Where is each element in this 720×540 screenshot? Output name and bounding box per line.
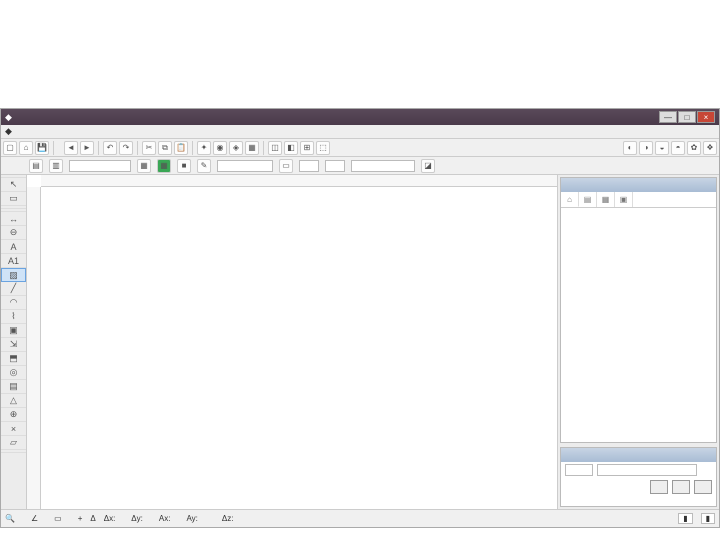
drawing-area[interactable] — [41, 187, 557, 509]
elev-tool-icon[interactable]: ⬒ — [1, 352, 26, 366]
tool-g-icon[interactable]: ⊞ — [300, 141, 314, 155]
line-tool-icon[interactable]: ╱ — [1, 282, 26, 296]
redo-icon[interactable]: ↷ — [119, 141, 133, 155]
status-dx-label: Δx: — [104, 514, 116, 523]
status-scale-icon: ▭ — [54, 514, 62, 523]
tool-r1-icon[interactable]: ◐ — [623, 141, 637, 155]
props-name-field[interactable] — [597, 464, 697, 476]
nav-tab-view-icon[interactable]: ▤ — [579, 192, 597, 207]
fill-combo[interactable] — [217, 160, 273, 172]
polyline-tool-icon[interactable]: ⌇ — [1, 310, 26, 324]
tool-e-icon[interactable]: ◫ — [268, 141, 282, 155]
menubar: ◆ — [1, 125, 719, 139]
props-title — [561, 448, 716, 462]
marquee-tool-icon[interactable]: ▭ — [1, 192, 26, 206]
status-coord-plus[interactable]: + — [78, 514, 83, 523]
open-icon[interactable]: ⌂ — [19, 141, 33, 155]
nav-tab-project-icon[interactable]: ⌂ — [561, 192, 579, 207]
status-mem2: ▮ — [701, 513, 715, 524]
right-panel: ⌂ ▤ ▦ ▣ — [557, 175, 719, 509]
tool-r4-icon[interactable]: ◓ — [671, 141, 685, 155]
info-pen-icon[interactable]: ✎ — [197, 159, 211, 173]
arrow-tool-icon[interactable]: ↖ — [1, 178, 26, 192]
nav-tab-pub-icon[interactable]: ▣ — [615, 192, 633, 207]
status-angle-icon: ∠ — [31, 514, 38, 523]
grid-tool-icon[interactable]: ⊕ — [1, 408, 26, 422]
close-button[interactable]: × — [697, 111, 715, 123]
tool-h-icon[interactable]: ⬚ — [316, 141, 330, 155]
worksheet-tool-icon[interactable]: ▤ — [1, 380, 26, 394]
titlebar: ◆ — □ × — [1, 109, 719, 125]
new-icon[interactable]: ▢ — [3, 141, 17, 155]
save-icon[interactable]: 💾 — [35, 141, 49, 155]
ruler-vertical — [27, 187, 41, 509]
info-solid-icon[interactable]: ■ — [177, 159, 191, 173]
navigator-title — [561, 178, 716, 192]
status-zoom-icon[interactable]: 🔍 — [5, 514, 15, 523]
navigator-tree[interactable] — [561, 208, 716, 442]
props-cancel-button[interactable] — [694, 480, 712, 494]
tool-a-icon[interactable]: ✦ — [197, 141, 211, 155]
tool-b-icon[interactable]: ◉ — [213, 141, 227, 155]
tool-r6-icon[interactable]: ❖ — [703, 141, 717, 155]
tool-r5-icon[interactable]: ✿ — [687, 141, 701, 155]
section-tool-icon[interactable]: ⇲ — [1, 338, 26, 352]
props-id-field[interactable] — [565, 464, 593, 476]
info-x1-icon[interactable]: ▭ — [279, 159, 293, 173]
copy-icon[interactable]: ⧉ — [158, 141, 172, 155]
info-end-icon[interactable]: ◪ — [421, 159, 435, 173]
info-i2-icon[interactable]: ▥ — [49, 159, 63, 173]
canvas[interactable] — [27, 175, 557, 509]
change-tool-icon[interactable]: △ — [1, 394, 26, 408]
tool-c-icon[interactable]: ◈ — [229, 141, 243, 155]
hotspot-tool-icon[interactable]: × — [1, 422, 26, 436]
drawing-tool-icon[interactable]: ▣ — [1, 324, 26, 338]
figure-tool-icon[interactable]: ▱ — [1, 436, 26, 450]
tool-f-icon[interactable]: ◧ — [284, 141, 298, 155]
props-ok-button[interactable] — [672, 480, 690, 494]
paste-icon[interactable]: 📋 — [174, 141, 188, 155]
toolbox-more-label — [1, 450, 26, 453]
status-ay-label: Ay: — [186, 514, 197, 523]
label-tool-icon[interactable]: A1 — [1, 254, 26, 268]
maximize-button[interactable]: □ — [678, 111, 696, 123]
nav-fwd-icon[interactable]: ► — [80, 141, 94, 155]
status-mem1: ▮ — [678, 513, 692, 524]
text-tool-icon[interactable]: A — [1, 240, 26, 254]
undo-icon[interactable]: ↶ — [103, 141, 117, 155]
ruler-horizontal — [41, 175, 557, 187]
navigator-tabs: ⌂ ▤ ▦ ▣ — [561, 192, 716, 208]
infobar: ▤ ▥ ▦ ▦ ■ ✎ ▭ ◪ — [1, 157, 719, 175]
info-i1-icon[interactable]: ▤ — [29, 159, 43, 173]
archicad-window: ◆ — □ × ◆ ▢ ⌂ 💾 ◄ ► ↶ ↷ ✂ ⧉ 📋 — [0, 108, 720, 528]
nav-tab-layout-icon[interactable]: ▦ — [597, 192, 615, 207]
minimize-button[interactable]: — — [659, 111, 677, 123]
toolbox: ↖ ▭ ↔ ⊖ A A1 ▨ ╱ ◠ ⌇ ▣ ⇲ ⬒ ◎ ▤ △ ⊕ × ▱ — [1, 175, 27, 509]
toolbar-main: ▢ ⌂ 💾 ◄ ► ↶ ↷ ✂ ⧉ 📋 ✦ ◉ ◈ ▦ ◫ ◧ ⊞ ⬚ ◐ ◑ … — [1, 139, 719, 157]
nav-back-icon[interactable]: ◄ — [64, 141, 78, 155]
status-ax-label: Ax: — [159, 514, 171, 523]
level-tool-icon[interactable]: ⊖ — [1, 226, 26, 240]
app-icon: ◆ — [5, 112, 12, 123]
dim-tool-icon[interactable]: ↔ — [1, 212, 26, 226]
info-hatch-icon[interactable]: ▦ — [137, 159, 151, 173]
tool-r2-icon[interactable]: ◑ — [639, 141, 653, 155]
fill-tool-icon[interactable]: ▨ — [1, 268, 26, 282]
status-dy-label: Δy: — [131, 514, 143, 523]
statusbar: 🔍 ∠ ▭ + Δ Δx: Δy: Ax: Ay: Δz: ▮ ▮ — [1, 509, 719, 527]
cut-icon[interactable]: ✂ — [142, 141, 156, 155]
linetype-field[interactable] — [351, 160, 415, 172]
app-menu-icon[interactable]: ◆ — [5, 126, 12, 137]
detail-tool-icon[interactable]: ◎ — [1, 366, 26, 380]
arc-tool-icon[interactable]: ◠ — [1, 296, 26, 310]
pen2-field[interactable] — [325, 160, 345, 172]
tool-d-icon[interactable]: ▦ — [245, 141, 259, 155]
props-params-button[interactable] — [650, 480, 668, 494]
info-hatch2-icon[interactable]: ▦ — [157, 159, 171, 173]
tool-r3-icon[interactable]: ◒ — [655, 141, 669, 155]
pen1-field[interactable] — [299, 160, 319, 172]
layer-combo[interactable] — [69, 160, 131, 172]
